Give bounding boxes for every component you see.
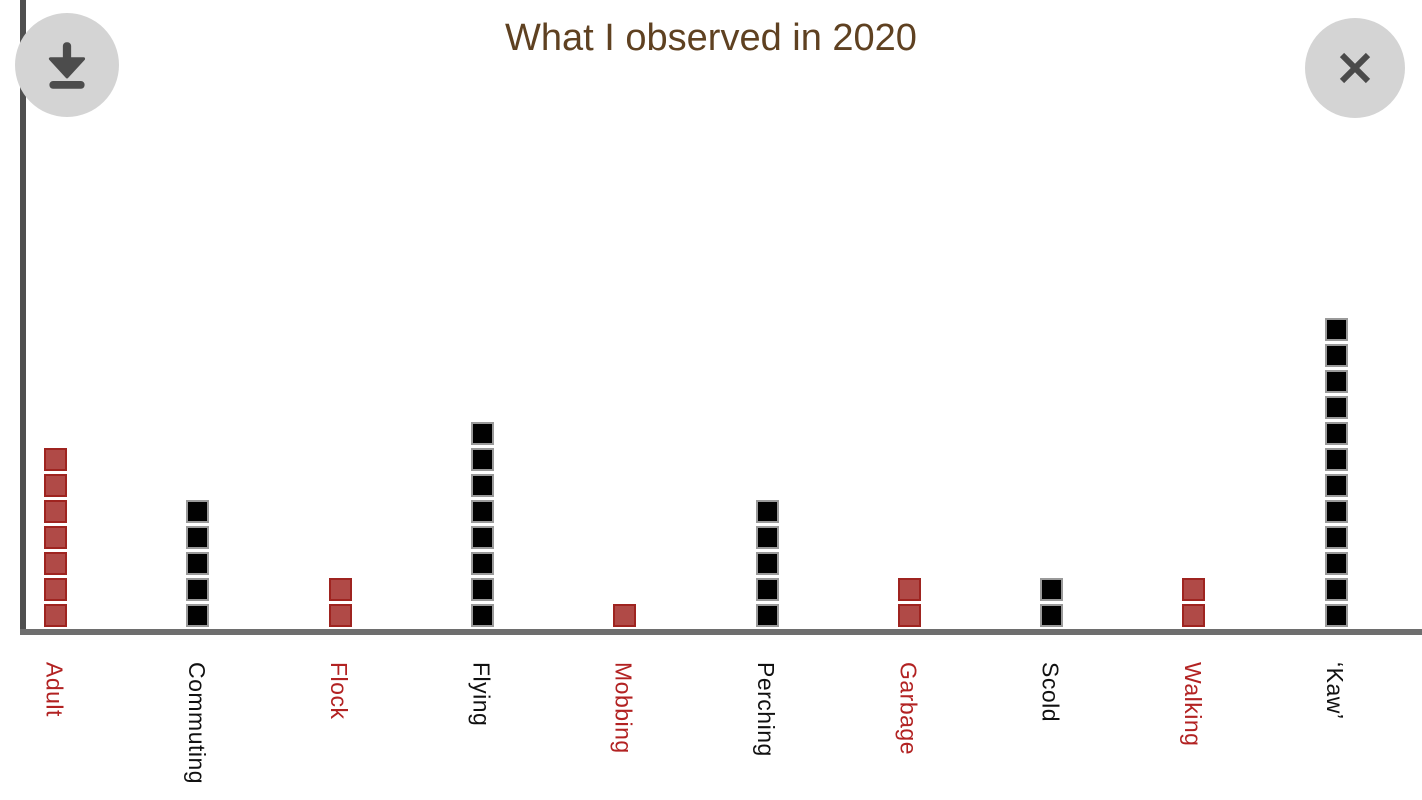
pictogram-square[interactable] bbox=[1324, 526, 1348, 549]
pictogram-square[interactable] bbox=[1324, 500, 1348, 523]
pictogram-square[interactable] bbox=[1324, 552, 1348, 575]
pictogram-square[interactable] bbox=[1182, 604, 1206, 627]
pictogram-square[interactable] bbox=[328, 604, 352, 627]
pictogram-column bbox=[613, 604, 637, 627]
pictogram-square[interactable] bbox=[1324, 604, 1348, 627]
pictogram-square[interactable] bbox=[186, 500, 210, 523]
pictogram-square[interactable] bbox=[470, 552, 494, 575]
pictogram-square[interactable] bbox=[755, 500, 779, 523]
pictogram-square[interactable] bbox=[897, 578, 921, 601]
pictogram-column bbox=[897, 578, 921, 627]
pictogram-square[interactable] bbox=[755, 526, 779, 549]
pictogram-square[interactable] bbox=[44, 500, 67, 523]
pictogram-square[interactable] bbox=[470, 500, 494, 523]
download-button[interactable] bbox=[15, 13, 119, 117]
y-axis-line bbox=[20, 0, 26, 635]
pictogram-square[interactable] bbox=[470, 474, 494, 497]
x-axis-label: Perching bbox=[753, 662, 779, 757]
pictogram-square[interactable] bbox=[44, 474, 67, 497]
pictogram-square[interactable] bbox=[44, 604, 67, 627]
pictogram-column bbox=[470, 422, 494, 627]
pictogram-column bbox=[755, 500, 779, 627]
pictogram-square[interactable] bbox=[186, 526, 210, 549]
x-axis-label: Adult bbox=[41, 662, 68, 717]
x-axis-label: Scold bbox=[1037, 662, 1064, 723]
pictogram-column bbox=[1324, 318, 1348, 627]
pictogram-square[interactable] bbox=[44, 526, 67, 549]
close-icon bbox=[1325, 38, 1385, 98]
pictogram-square[interactable] bbox=[1324, 474, 1348, 497]
x-axis-label: Flock bbox=[326, 662, 353, 720]
pictogram-square[interactable] bbox=[1324, 370, 1348, 393]
close-button[interactable] bbox=[1305, 18, 1405, 118]
pictogram-square[interactable] bbox=[470, 422, 494, 445]
pictogram-column bbox=[186, 500, 210, 627]
pictogram-square[interactable] bbox=[1324, 578, 1348, 601]
pictogram-square[interactable] bbox=[470, 448, 494, 471]
pictogram-square[interactable] bbox=[328, 578, 352, 601]
download-icon bbox=[36, 34, 98, 96]
pictogram-column bbox=[1040, 578, 1064, 627]
pictogram-square[interactable] bbox=[470, 578, 494, 601]
pictogram-square[interactable] bbox=[186, 578, 210, 601]
x-axis-label: Flying bbox=[468, 662, 495, 727]
pictogram-square[interactable] bbox=[470, 604, 494, 627]
pictogram-square[interactable] bbox=[186, 604, 210, 627]
pictogram-square[interactable] bbox=[1324, 344, 1348, 367]
pictogram-square[interactable] bbox=[1324, 396, 1348, 419]
pictogram-square[interactable] bbox=[755, 578, 779, 601]
pictogram-square[interactable] bbox=[186, 552, 210, 575]
pictogram-column bbox=[328, 578, 352, 627]
pictogram-square[interactable] bbox=[1324, 318, 1348, 341]
x-axis-label: Walking bbox=[1179, 662, 1206, 747]
pictogram-square[interactable] bbox=[755, 552, 779, 575]
pictogram-column bbox=[44, 448, 67, 627]
pictogram-column bbox=[1182, 578, 1206, 627]
pictogram-square[interactable] bbox=[1324, 422, 1348, 445]
pictogram-square[interactable] bbox=[44, 448, 67, 471]
pictogram-square[interactable] bbox=[1040, 604, 1064, 627]
x-axis-label: Commuting bbox=[183, 662, 210, 785]
pictogram-square[interactable] bbox=[1182, 578, 1206, 601]
pictogram-square[interactable] bbox=[755, 604, 779, 627]
pictogram-square[interactable] bbox=[470, 526, 494, 549]
x-axis-label: Mobbing bbox=[610, 662, 637, 754]
pictogram-square[interactable] bbox=[613, 604, 637, 627]
x-axis-label: ‘Kaw’ bbox=[1322, 662, 1349, 720]
pictogram-square[interactable] bbox=[44, 552, 67, 575]
x-axis-line bbox=[20, 629, 1422, 635]
pictogram-square[interactable] bbox=[897, 604, 921, 627]
pictogram-square[interactable] bbox=[1324, 448, 1348, 471]
pictogram-square[interactable] bbox=[44, 578, 67, 601]
chart-title: What I observed in 2020 bbox=[505, 17, 917, 59]
pictogram-square[interactable] bbox=[1040, 578, 1064, 601]
x-axis-label: Garbage bbox=[895, 662, 922, 756]
